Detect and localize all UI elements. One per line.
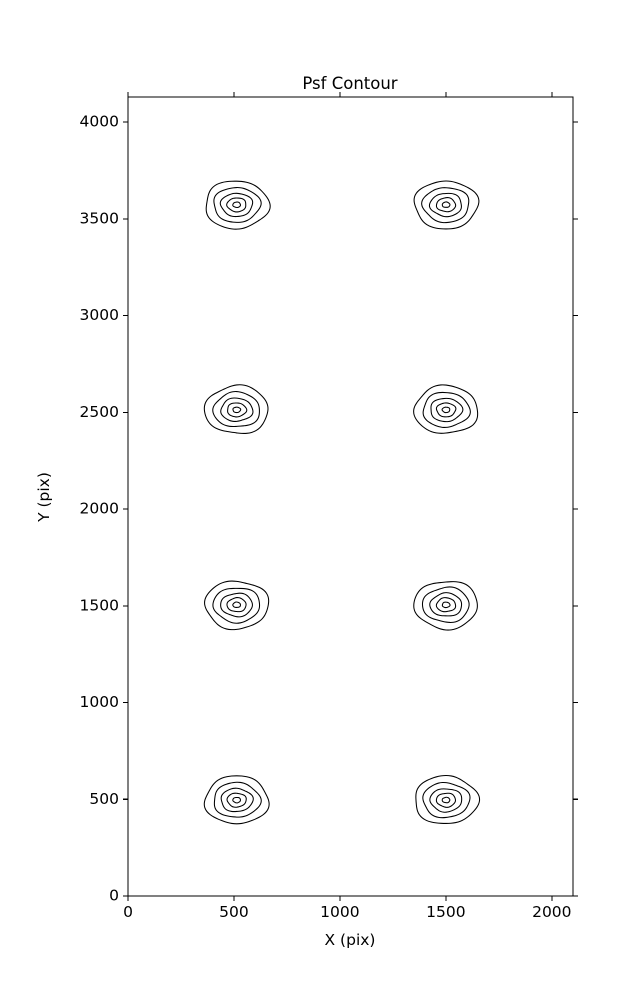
contour-level-0 xyxy=(205,180,271,230)
psf-contour-source xyxy=(415,774,481,824)
contour-level-1 xyxy=(212,587,261,624)
contour-level-1 xyxy=(422,781,471,819)
contour-level-2 xyxy=(429,788,463,813)
x-tick-label: 1000 xyxy=(320,903,359,921)
contour-level-2 xyxy=(219,192,254,218)
contour-level-0 xyxy=(413,180,480,230)
contour-level-0 xyxy=(413,384,479,434)
contour-layer xyxy=(203,180,481,825)
contour-level-4 xyxy=(232,601,241,608)
y-axis-ticks: 0 500 1000 1500 2000 2500 3000 3500 4000 xyxy=(80,113,578,905)
contour-level-3 xyxy=(227,402,248,418)
contour-level-3 xyxy=(435,402,457,418)
contour-level-0 xyxy=(415,774,481,824)
contour-level-3 xyxy=(435,597,457,613)
contour-level-0 xyxy=(203,384,269,434)
psf-contour-source xyxy=(205,180,271,230)
contour-level-1 xyxy=(421,187,470,224)
y-tick-label: 2000 xyxy=(80,500,119,518)
contour-level-3 xyxy=(226,792,247,808)
psf-contour-source xyxy=(204,580,270,631)
contour-level-3 xyxy=(435,792,457,808)
contour-level-2 xyxy=(429,592,463,617)
x-tick-label: 1500 xyxy=(426,903,465,921)
x-axis-ticks: 0 500 1000 1500 2000 xyxy=(123,92,572,921)
y-axis-label: Y (pix) xyxy=(35,472,53,523)
contour-level-2 xyxy=(428,192,462,218)
psf-contour-source xyxy=(413,180,480,230)
x-tick-label: 0 xyxy=(123,903,133,921)
contour-level-3 xyxy=(226,597,247,613)
y-tick-label: 3000 xyxy=(80,306,119,324)
x-axis-label: X (pix) xyxy=(325,931,376,949)
contour-level-1 xyxy=(213,187,262,223)
contour-level-4 xyxy=(232,406,242,414)
y-tick-label: 1000 xyxy=(80,693,119,711)
x-tick-label: 2000 xyxy=(532,903,571,921)
contour-level-0 xyxy=(413,581,478,631)
y-tick-label: 500 xyxy=(89,790,119,808)
y-tick-label: 0 xyxy=(109,887,119,905)
contour-level-4 xyxy=(232,201,242,209)
contour-level-0 xyxy=(203,775,270,825)
contour-level-3 xyxy=(435,197,457,213)
contour-level-3 xyxy=(226,197,247,213)
contour-level-1 xyxy=(213,781,262,818)
contour-level-1 xyxy=(212,391,260,428)
contour-level-0 xyxy=(204,580,270,631)
axes-frame xyxy=(127,96,574,897)
contour-level-4 xyxy=(441,406,451,414)
contour-level-2 xyxy=(430,397,464,423)
y-tick-label: 1500 xyxy=(80,596,119,614)
x-tick-label: 500 xyxy=(219,903,249,921)
y-tick-label: 2500 xyxy=(80,403,119,421)
contour-level-2 xyxy=(220,397,254,422)
psf-contour-source xyxy=(203,384,269,434)
psf-contour-source xyxy=(413,581,478,631)
contour-level-4 xyxy=(232,796,241,804)
psf-contour-source xyxy=(413,384,479,434)
psf-contour-source xyxy=(203,775,270,825)
contour-level-1 xyxy=(421,586,470,623)
contour-level-2 xyxy=(220,592,253,618)
y-tick-label: 3500 xyxy=(80,209,119,227)
contour-level-2 xyxy=(220,787,254,813)
contour-level-4 xyxy=(441,601,451,609)
contour-level-4 xyxy=(441,796,451,804)
contour-level-4 xyxy=(441,201,451,208)
contour-level-1 xyxy=(422,391,471,428)
y-tick-label: 4000 xyxy=(80,113,119,131)
chart-title: Psf Contour xyxy=(302,74,397,93)
